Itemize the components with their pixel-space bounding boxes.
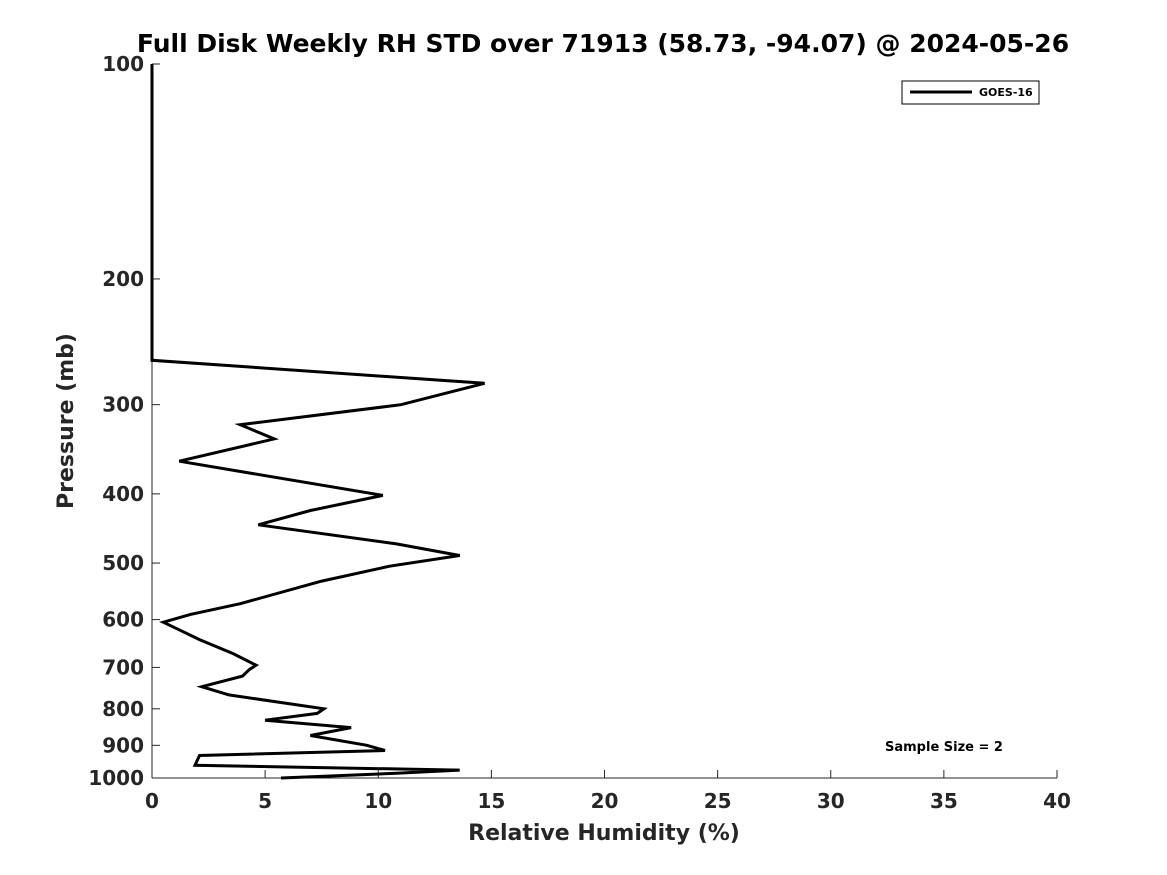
series-line-goes-16	[150, 64, 485, 780]
x-tick-label: 40	[1043, 789, 1071, 813]
chart-title: Full Disk Weekly RH STD over 71913 (58.7…	[137, 29, 1069, 58]
y-tick-label: 100	[102, 52, 144, 76]
x-tick-label: 5	[258, 789, 272, 813]
y-tick-label: 900	[102, 733, 144, 757]
y-tick-label: 700	[102, 655, 144, 679]
y-axis-ticks: 100 200 300 400 500 600 700 800 900 1000	[88, 52, 160, 790]
x-tick-label: 10	[364, 789, 392, 813]
x-tick-label: 20	[591, 789, 619, 813]
legend-label-goes-16: GOES-16	[979, 86, 1033, 99]
y-axis-label: Pressure (mb)	[54, 333, 79, 509]
x-axis-ticks: 0 5 10 15 20 25 30 35 40	[145, 770, 1071, 813]
x-axis-label: Relative Humidity (%)	[468, 821, 740, 846]
x-tick-label: 30	[817, 789, 845, 813]
series-layer	[150, 64, 485, 780]
y-tick-label: 400	[102, 482, 144, 506]
x-tick-label: 15	[477, 789, 505, 813]
legend: GOES-16	[901, 80, 1040, 105]
y-tick-label: 500	[102, 551, 144, 575]
x-tick-label: 0	[145, 789, 159, 813]
y-tick-label: 200	[102, 267, 144, 291]
plot-axes	[151, 64, 1057, 779]
sample-size-annotation: Sample Size = 2	[885, 740, 1003, 755]
y-tick-label: 800	[102, 697, 144, 721]
y-tick-label: 300	[102, 393, 144, 417]
x-tick-label: 35	[930, 789, 958, 813]
y-tick-label: 600	[102, 608, 144, 632]
y-tick-label: 1000	[88, 766, 144, 790]
x-tick-label: 25	[704, 789, 732, 813]
